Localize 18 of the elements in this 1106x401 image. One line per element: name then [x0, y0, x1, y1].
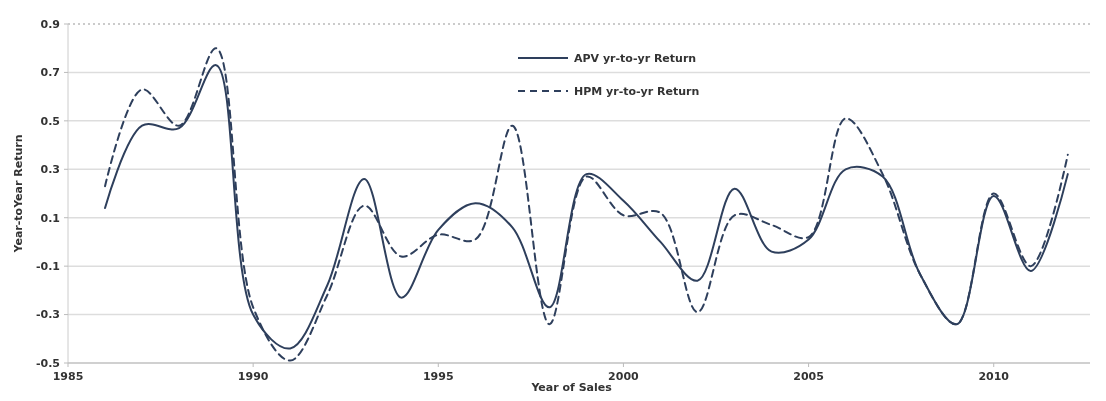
y-tick-label: -0.3 — [35, 308, 60, 322]
y-tick-label: 0.7 — [40, 66, 60, 80]
x-tick-label: 2010 — [978, 370, 1010, 383]
y-tick-label: 0.9 — [40, 17, 60, 31]
legend-label: HPM yr-to-yr Return — [574, 84, 700, 98]
x-tick-label: 1990 — [237, 370, 269, 383]
x-tick-label: 2000 — [608, 370, 640, 383]
legend-label: APV yr-to-yr Return — [574, 51, 697, 65]
x-tick-label: 2005 — [793, 370, 824, 383]
y-tick-label: 0.5 — [40, 114, 60, 128]
y-axis-title: Year-toYear Return — [12, 134, 25, 254]
x-axis-title: Year of Sales — [530, 381, 613, 394]
y-tick-label: -0.1 — [35, 259, 60, 273]
y-tick-label: -0.5 — [35, 356, 60, 370]
x-tick-label: 1995 — [422, 370, 454, 383]
y-tick-label: 0.1 — [40, 211, 60, 225]
y-tick-label: 0.3 — [40, 163, 60, 177]
x-tick-label: 1985 — [52, 370, 84, 383]
